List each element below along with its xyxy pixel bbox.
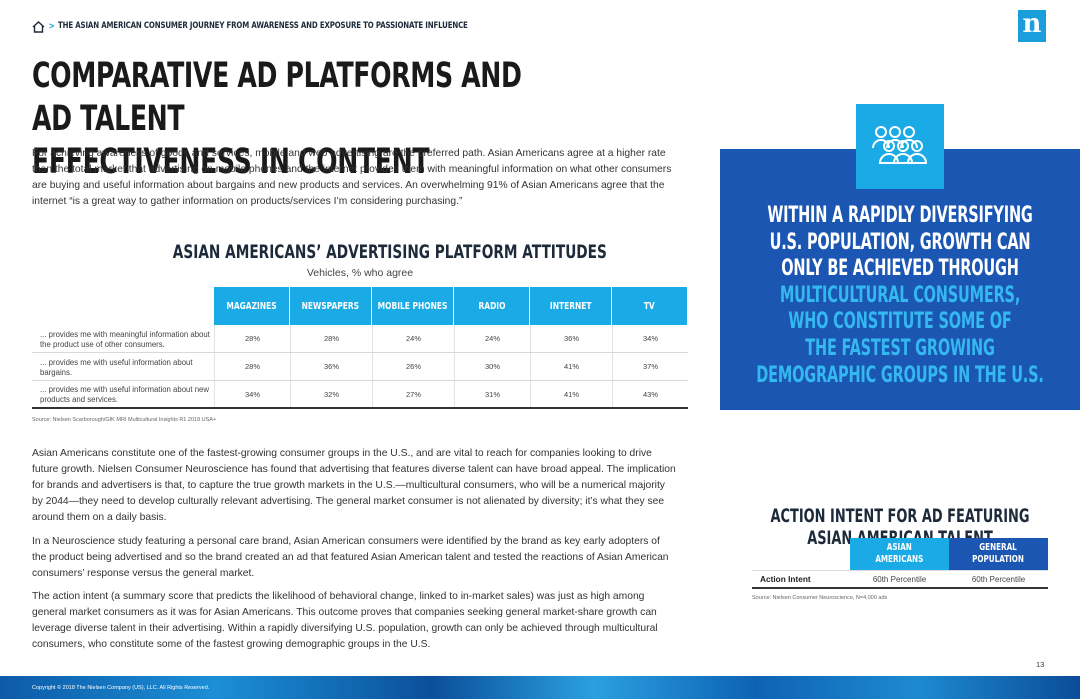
- table-cell: 43%: [612, 381, 688, 407]
- body-paragraph: Asian Americans constitute one of the fa…: [32, 448, 676, 523]
- nielsen-logo: n: [1018, 10, 1046, 42]
- table-cell: 41%: [530, 353, 612, 380]
- breadcrumb-section-link[interactable]: THE ASIAN AMERICAN CONSUMER JOURNEY FROM…: [58, 21, 468, 31]
- column-header: INTERNET: [530, 287, 612, 325]
- callout-blue-text: MULTICULTURAL CONSUMERS, WHO CONSTITUTE …: [756, 282, 1044, 388]
- platform-table-source: Source: Nielsen Scarborough/GfK MRI Mult…: [32, 417, 217, 423]
- column-header-general-population: GENERAL POPULATION: [949, 538, 1048, 570]
- table-cell: 30%: [454, 353, 530, 380]
- column-header-asian-americans: ASIAN AMERICANS: [850, 538, 949, 570]
- body-paragraph: In a Neuroscience study featuring a pers…: [32, 536, 669, 579]
- table-cell: 24%: [372, 325, 454, 352]
- table-cell: 27%: [372, 381, 454, 407]
- row-label: ... provides me with meaningful informat…: [40, 329, 210, 349]
- table-cell: 28%: [214, 325, 290, 352]
- table-cell: 36%: [530, 325, 612, 352]
- table-cell: 24%: [454, 325, 530, 352]
- row-label: ... provides me with useful information …: [40, 385, 210, 404]
- table-row: ... provides me with meaningful informat…: [32, 325, 688, 353]
- table-cell: 41%: [530, 381, 612, 407]
- table-cell: 28%: [290, 325, 372, 352]
- breadcrumb-separator: >: [49, 21, 55, 31]
- platform-attitudes-table: MAGAZINES NEWSPAPERS MOBILE PHONES RADIO…: [32, 287, 688, 409]
- table-header-row: ASIAN AMERICANS GENERAL POPULATION: [850, 538, 1048, 570]
- callout-icon-box: [856, 104, 944, 189]
- row-label: ... provides me with useful information …: [40, 357, 193, 377]
- column-header: NEWSPAPERS: [290, 287, 372, 325]
- home-icon[interactable]: [32, 20, 45, 33]
- callout-text: WITHIN A RAPIDLY DIVERSIFYING U.S. POPUL…: [745, 203, 1055, 389]
- table-cell: 34%: [612, 325, 688, 352]
- column-header: TV: [612, 287, 688, 325]
- table-cell: 26%: [372, 353, 454, 380]
- table-cell: 34%: [214, 381, 290, 407]
- table-cell: 28%: [214, 353, 290, 380]
- column-header: MOBILE PHONES: [372, 287, 454, 325]
- table-cell: 60th Percentile: [971, 574, 1026, 584]
- table-cell: 36%: [290, 353, 372, 380]
- table-cell: 31%: [454, 381, 530, 407]
- column-header: RADIO: [454, 287, 530, 325]
- breadcrumb: > THE ASIAN AMERICAN CONSUMER JOURNEY FR…: [32, 20, 584, 33]
- table-header-row: MAGAZINES NEWSPAPERS MOBILE PHONES RADIO…: [214, 287, 688, 325]
- row-label: Action Intent: [760, 574, 811, 584]
- action-intent-table: ASIAN AMERICANS GENERAL POPULATION Actio…: [752, 538, 1048, 589]
- callout-white-text: WITHIN A RAPIDLY DIVERSIFYING U.S. POPUL…: [767, 203, 1033, 282]
- people-group-icon: [871, 124, 929, 169]
- table-cell: 60th Percentile: [872, 574, 927, 584]
- column-header: MAGAZINES: [214, 287, 290, 325]
- page-title: COMPARATIVE AD PLATFORMS AND AD TALENT E…: [32, 56, 522, 182]
- table-cell: 32%: [290, 381, 372, 407]
- table-row: Action Intent 60th Percentile 60th Perce…: [752, 570, 1048, 589]
- footer-banner: [0, 676, 1080, 699]
- table-cell: 37%: [612, 353, 688, 380]
- callout-panel: [720, 149, 1080, 410]
- table-row: ... provides me with useful information …: [32, 381, 688, 409]
- table-row: ... provides me with useful information …: [32, 353, 688, 381]
- intro-paragraph: For achieving awareness of goods and ser…: [32, 148, 672, 207]
- platform-table-title: ASIAN AMERICANS’ ADVERTISING PLATFORM AT…: [172, 241, 607, 263]
- body-paragraph: The action intent (a summary score that …: [32, 591, 658, 650]
- platform-table-subtitle: Vehicles, % who agree: [306, 267, 414, 279]
- action-table-source: Source: Nielsen Consumer Neuroscience, N…: [752, 595, 888, 601]
- page-number: 13: [1036, 660, 1045, 669]
- copyright-text: Copyright © 2018 The Nielsen Company (US…: [32, 685, 210, 691]
